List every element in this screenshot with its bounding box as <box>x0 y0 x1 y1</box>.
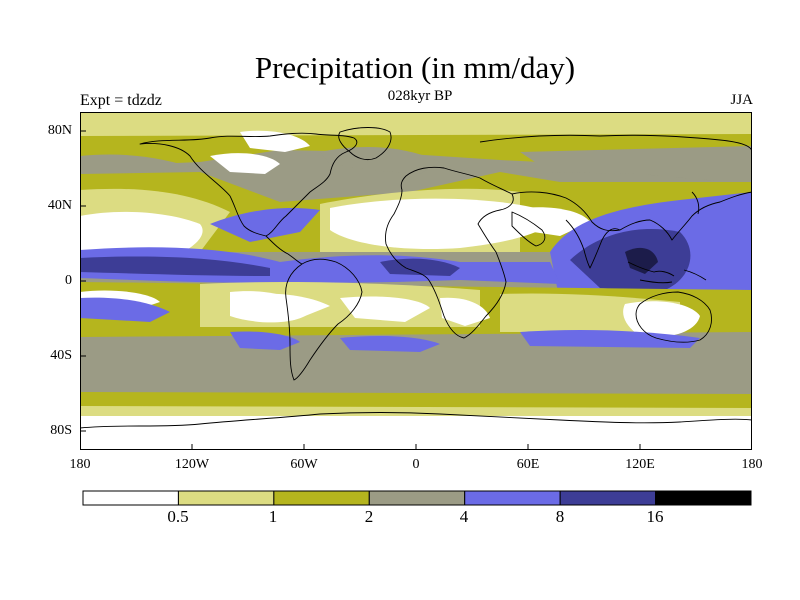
colorbar-label-16: 16 <box>646 507 664 526</box>
coast-north-america <box>139 132 358 237</box>
lon-label-60e: 60E <box>516 457 540 472</box>
s-america-dry <box>250 293 330 318</box>
colorbar-label-8: 8 <box>555 507 565 526</box>
coast-japan <box>691 191 700 215</box>
coast-australia <box>635 291 712 343</box>
colorbar-box-2 <box>273 490 370 506</box>
australia-dry <box>623 301 700 338</box>
s-africa-dry <box>440 297 490 326</box>
coast-antarctica <box>80 412 752 429</box>
itcz-dark <box>80 256 270 276</box>
colorbar-box-1 <box>177 490 275 506</box>
precipitation-map <box>80 112 752 450</box>
lon-label-60w: 60W <box>290 457 318 472</box>
lon-label-180e: 180 <box>741 457 763 472</box>
colorbar-box-5 <box>559 490 657 506</box>
colorbar-box-6 <box>655 490 752 506</box>
s-storm-blue-3 <box>520 330 700 348</box>
lon-label-0: 0 <box>412 457 420 472</box>
north-olive-band <box>80 134 752 182</box>
map-title: Precipitation (in mm/day) <box>254 50 576 85</box>
canada-dry <box>240 130 310 152</box>
colorbar-label-4: 4 <box>459 507 469 526</box>
coast-greenland <box>338 127 392 161</box>
coast-europe-africa <box>385 166 514 339</box>
lat-label-80s: 80S <box>50 423 72 438</box>
colorbar-box-0 <box>82 490 179 506</box>
lat-label-0: 0 <box>65 273 72 288</box>
colorbar <box>82 490 752 506</box>
north-atlantic-grey <box>320 147 440 174</box>
colorbar-label-0-5: 0.5 <box>167 507 189 526</box>
central-america-blue <box>210 207 320 242</box>
coast-central-america <box>265 235 303 265</box>
lat-label-40s: 40S <box>50 348 72 363</box>
colorbar-box-4 <box>464 490 561 506</box>
axis-ticks <box>80 130 752 450</box>
s-storm-blue-1 <box>80 297 170 322</box>
africa-itcz-dark <box>380 258 460 276</box>
warm-pool-black <box>625 247 658 274</box>
period-label: 028kyr BP <box>387 88 453 104</box>
season-label: JJA <box>730 92 753 108</box>
s-atlantic-dry <box>340 296 430 322</box>
coast-south-america <box>285 258 363 381</box>
colorbar-label-1: 1 <box>268 507 278 526</box>
lon-label-120w: 120W <box>174 457 210 472</box>
lon-label-120e: 120E <box>625 457 655 472</box>
lat-label-40n: 40N <box>47 198 72 213</box>
lat-label-80n: 80N <box>47 123 72 138</box>
coast-india <box>565 219 621 269</box>
s-storm-blue-2 <box>340 336 440 352</box>
coastlines <box>80 127 752 429</box>
asia-grey <box>520 146 752 184</box>
experiment-label: Expt = tdzdz <box>80 92 162 109</box>
colorbar-label-2: 2 <box>364 507 374 526</box>
arabia-dry <box>510 207 590 236</box>
antarctic-light <box>80 406 752 418</box>
coast-indonesia <box>627 261 707 284</box>
coast-arabia <box>511 211 546 247</box>
colorbar-box-3 <box>368 490 466 506</box>
arctic-band <box>80 112 752 138</box>
s-storm-blue-4 <box>230 331 300 350</box>
n-america-dry <box>210 153 280 174</box>
coast-asia <box>479 134 752 241</box>
lon-label-180w: 180 <box>69 457 91 472</box>
